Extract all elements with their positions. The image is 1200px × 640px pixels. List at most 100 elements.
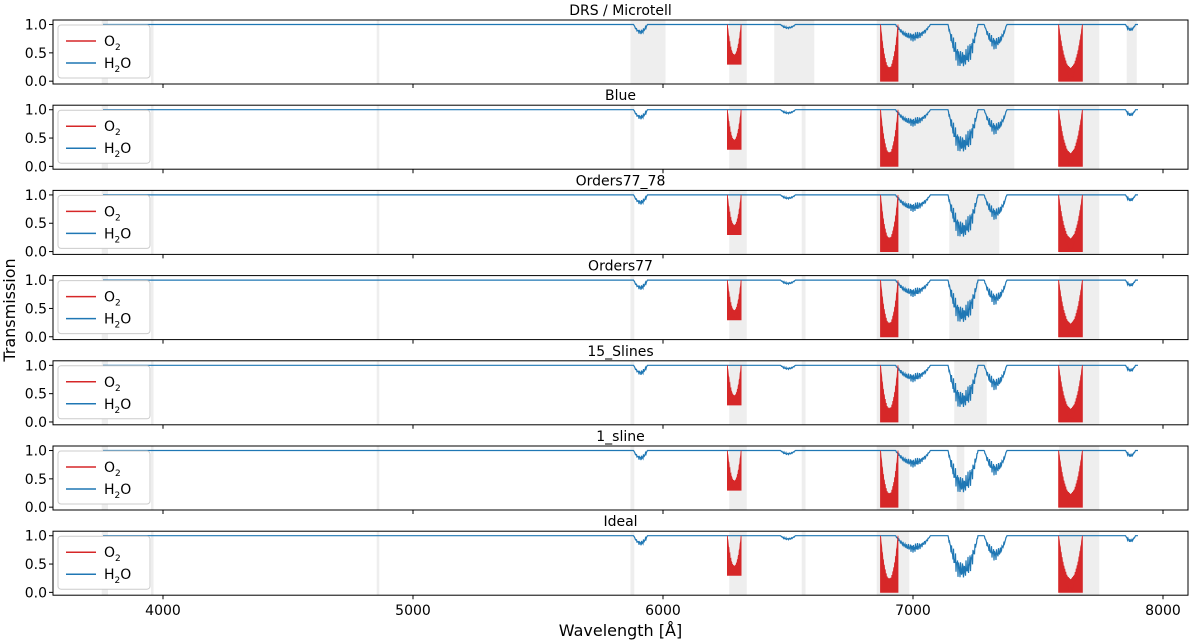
series-band-o2 [880,535,899,593]
series-line-h2o [103,535,1138,578]
masked-region [630,446,635,510]
masked-region [630,20,666,84]
legend-box [57,109,151,164]
y-tick-label: 1.0 [25,188,47,204]
panel-frame [52,445,1189,511]
y-tick-label: 1.0 [25,103,47,119]
y-tick-label: 0.0 [25,585,47,601]
x-axis-label: Wavelength [Å] [559,621,682,640]
y-tick-label: 1.0 [25,529,47,545]
series-band-o2 [727,194,742,235]
legend-label-h2o: H2O [104,226,131,245]
series-band-o2 [880,24,899,82]
panel-title: Ideal [603,514,637,530]
masked-region [801,105,806,170]
legend-label-h2o: H2O [104,56,131,75]
y-tick-label: 1.0 [25,358,47,374]
series-band-o2 [880,194,899,252]
y-tick-label: 0.5 [25,387,47,403]
masked-region [151,360,154,425]
legend-label-h2o: H2O [104,482,131,501]
masked-region [151,275,154,340]
x-tick-label: 4000 [145,603,181,619]
y-tick-label: 0.0 [25,500,47,516]
series-band-o2 [727,109,742,150]
panel-title: Blue [605,88,636,104]
panel-title: DRS / Microtell [569,3,672,19]
series-band-o2 [880,109,899,167]
y-tick-label: 0.5 [25,472,47,488]
series-band-o2 [1058,535,1083,593]
masked-region [376,20,380,84]
panel-frame [52,189,1189,255]
panel-frame [52,360,1189,426]
legend-box [57,194,151,249]
panel-frame [52,104,1189,170]
panel-frame [52,530,1189,596]
legend-label-h2o: H2O [104,567,131,586]
series-line-h2o [103,449,1138,493]
series-band-o2 [880,365,899,423]
series-band-o2 [727,450,742,491]
y-tick-label: 0.0 [25,330,47,346]
series-band-o2 [1058,194,1083,252]
y-axis-label: Transmission [0,258,19,362]
masked-region [376,531,380,596]
masked-region [376,446,380,510]
legend-box [57,280,151,335]
masked-region [151,105,154,170]
masked-region [376,360,380,425]
legend-box [57,365,151,420]
series-band-o2 [1058,24,1083,82]
panel-frame [52,19,1189,85]
masked-region [376,105,380,170]
masked-region [801,446,806,510]
series-band-o2 [1058,450,1083,508]
series-band-o2 [727,280,742,321]
masked-region [376,190,380,255]
series-line-h2o [103,194,1138,237]
masked-region [630,190,635,255]
x-tick-label: 8000 [1145,603,1181,619]
masked-region [801,275,806,340]
series-line-h2o [103,109,1138,152]
y-tick-label: 1.0 [25,18,47,34]
y-tick-label: 0.0 [25,159,47,175]
series-line-h2o [103,279,1138,322]
panel-title: 1_sline [596,429,644,445]
series-band-o2 [1058,365,1083,423]
series-line-h2o [103,23,1138,67]
x-tick-label: 7000 [895,603,931,619]
series-band-o2 [727,535,742,576]
masked-region [630,275,635,340]
y-tick-label: 0.5 [25,131,47,147]
panel-title: 15_Slines [587,344,653,360]
series-band-o2 [727,365,742,406]
panel-frame [52,275,1189,341]
y-tick-label: 0.0 [25,74,47,90]
masked-region [801,360,806,425]
masked-region [151,20,154,84]
x-tick-label: 6000 [645,603,681,619]
masked-region [801,531,806,596]
legend-box [57,24,151,79]
y-tick-label: 0.5 [25,216,47,232]
y-tick-label: 0.0 [25,245,47,261]
legend-label-h2o: H2O [104,312,131,331]
legend-box [57,535,151,590]
series-band-o2 [1058,280,1083,338]
masked-region [630,360,635,425]
masked-region [801,190,806,255]
masked-region [630,531,635,596]
y-tick-label: 0.0 [25,415,47,431]
masked-region [376,275,380,340]
legend-label-h2o: H2O [104,141,131,160]
